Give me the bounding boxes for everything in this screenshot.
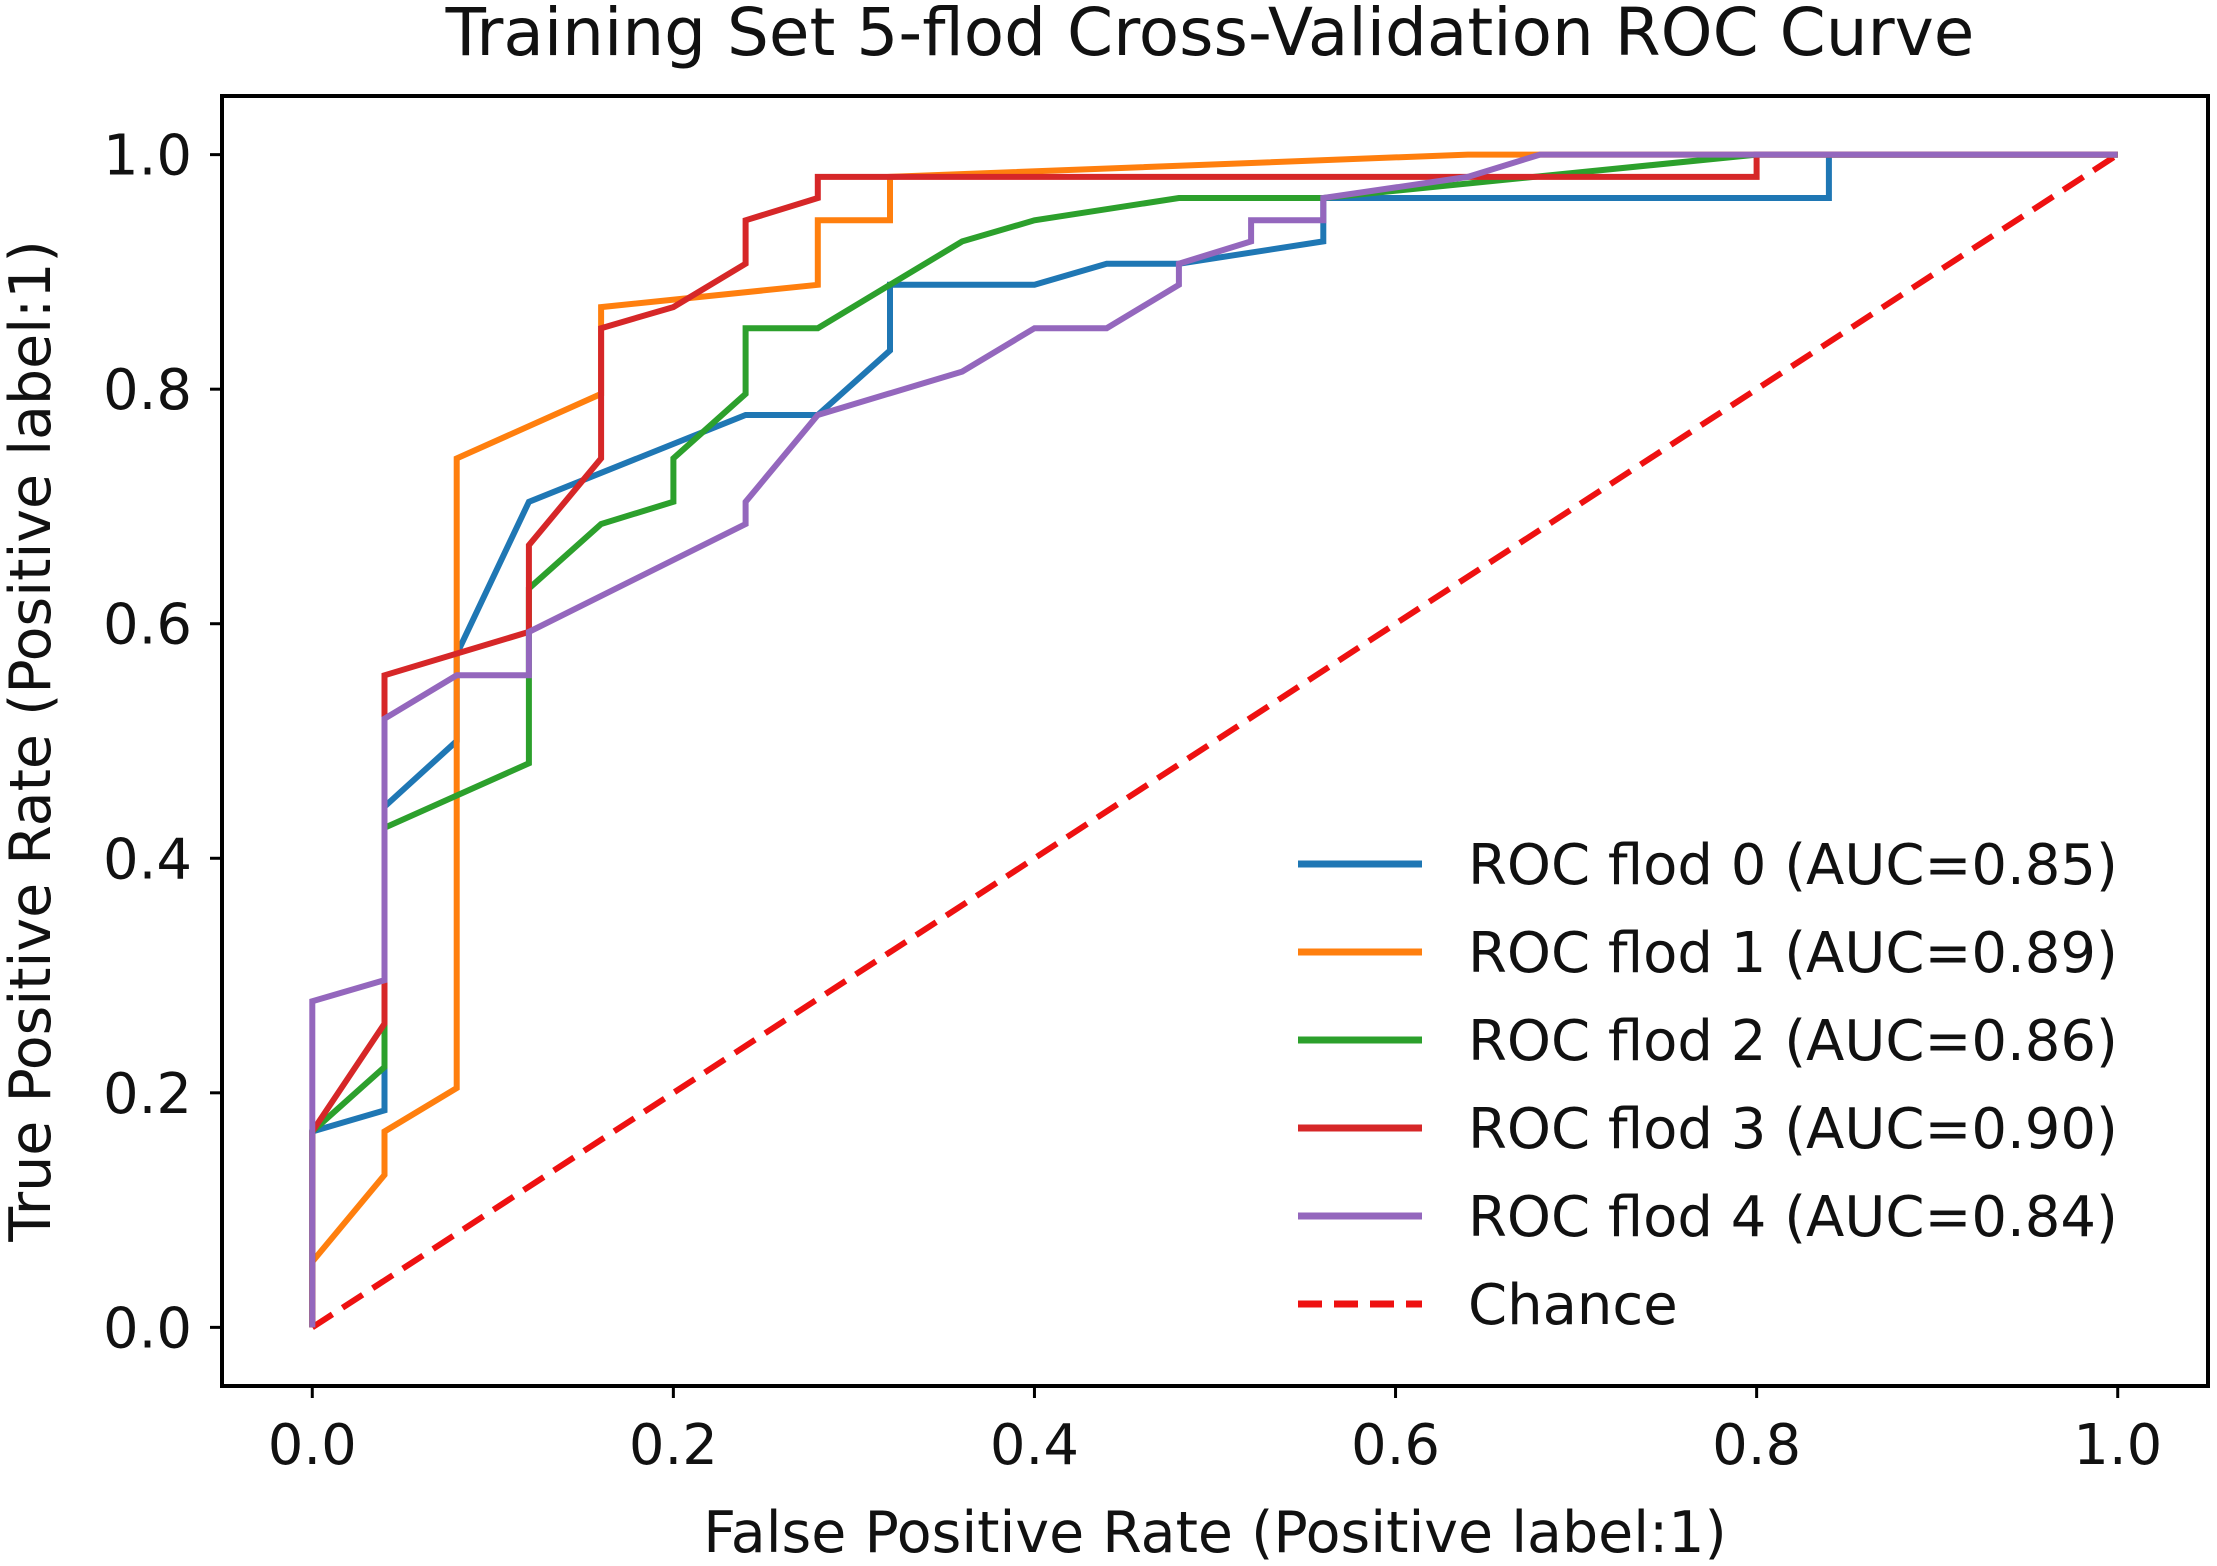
y-tick-label: 0.4 bbox=[103, 827, 192, 892]
y-tick-label: 0.6 bbox=[103, 593, 192, 658]
y-tick-label: 0.8 bbox=[103, 358, 192, 423]
chart-title: Training Set 5-flod Cross-Validation ROC… bbox=[445, 0, 1975, 71]
x-tick-label: 0.2 bbox=[629, 1413, 718, 1478]
x-axis-label: False Positive Rate (Positive label:1) bbox=[703, 1500, 1727, 1566]
y-tick-label: 0.0 bbox=[103, 1296, 192, 1361]
roc-line-fold-4 bbox=[309, 151, 2118, 1328]
legend-label: Chance bbox=[1468, 1273, 1678, 1338]
legend-label: ROC flod 4 (AUC=0.84) bbox=[1468, 1185, 2118, 1250]
legend-label: ROC flod 2 (AUC=0.86) bbox=[1468, 1009, 2118, 1074]
series-layer bbox=[309, 151, 2120, 1330]
x-tick-label: 0.4 bbox=[990, 1413, 1079, 1478]
ticks-layer: 0.0 0.2 0.4 0.6 0.8 1.0 0.0 0.2 0.4 0.6 0.8 1.0 bbox=[103, 124, 2162, 1478]
plot-frame bbox=[220, 94, 2210, 1388]
legend-label: ROC flod 1 (AUC=0.89) bbox=[1468, 921, 2118, 986]
x-tick-label: 0.0 bbox=[268, 1413, 357, 1478]
x-tick-label: 1.0 bbox=[2073, 1413, 2162, 1478]
x-tick-label: 0.6 bbox=[1351, 1413, 1440, 1478]
legend-label: ROC flod 3 (AUC=0.90) bbox=[1468, 1097, 2118, 1162]
legend: ROC flod 0 (AUC=0.85) ROC flod 1 (AUC=0.8… bbox=[1298, 833, 2118, 1338]
legend-label: ROC flod 0 (AUC=0.85) bbox=[1468, 833, 2118, 898]
y-tick-label: 0.2 bbox=[103, 1062, 192, 1127]
y-axis-label: True Positive Rate (Positive label:1) bbox=[0, 240, 64, 1243]
y-tick-label: 1.0 bbox=[103, 124, 192, 189]
x-tick-label: 0.8 bbox=[1712, 1413, 1801, 1478]
